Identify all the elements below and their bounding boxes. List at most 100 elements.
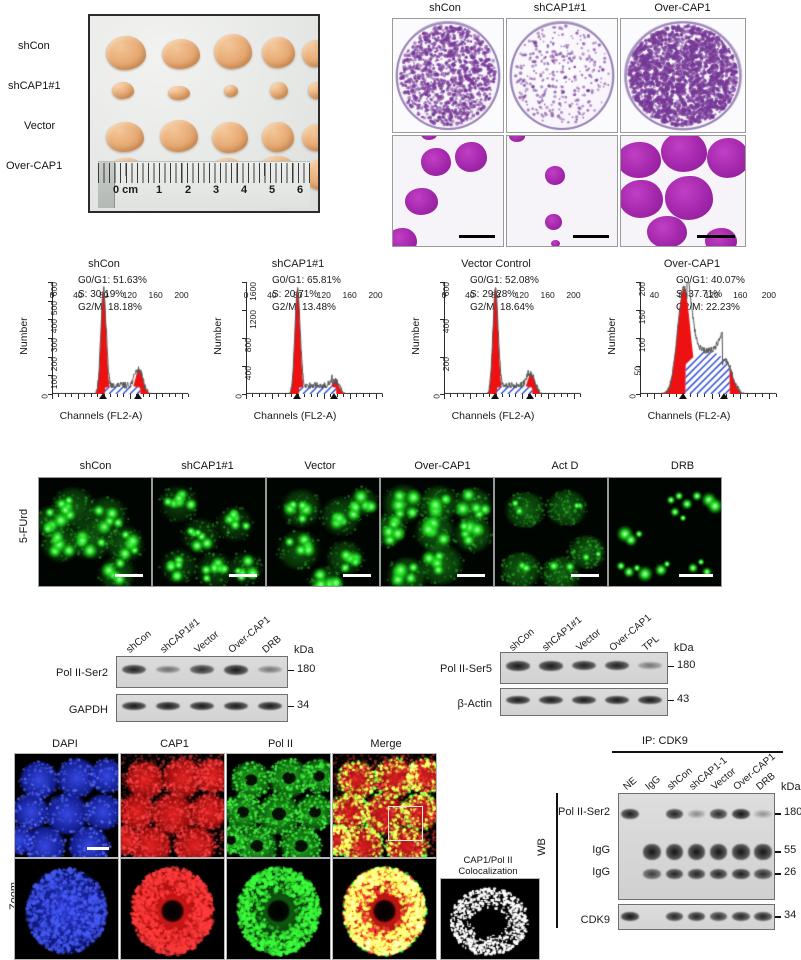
roi-box xyxy=(388,806,423,841)
mw-label: 34 xyxy=(297,698,310,711)
gate-marker-g1 xyxy=(678,393,687,399)
fluorescence-canvas xyxy=(121,754,224,857)
furd-image-vector xyxy=(266,477,380,587)
x-tick-minor xyxy=(450,394,452,397)
flow-title: shCon xyxy=(88,258,120,270)
blot-band xyxy=(505,660,530,671)
fluorescence-canvas xyxy=(227,859,330,959)
scale-bar xyxy=(571,574,599,577)
furd-col-label-5: DRB xyxy=(670,460,695,472)
x-tick-minor xyxy=(90,394,92,397)
mw-label: 180 xyxy=(677,658,696,671)
x-tick-minor xyxy=(697,394,699,397)
x-tick-minor xyxy=(64,394,66,397)
furd-col-label-2: Vector xyxy=(304,460,336,472)
fluorescence-canvas xyxy=(333,754,436,857)
colony-blob xyxy=(707,138,745,178)
blot-band xyxy=(121,664,147,675)
scale-bar xyxy=(573,235,609,238)
x-tick-minor xyxy=(116,394,118,397)
gate-marker-g1 xyxy=(292,393,301,399)
y-tick xyxy=(48,319,52,321)
scale-bar xyxy=(679,574,713,577)
y-tick-label: 0 xyxy=(39,394,50,399)
blot-band xyxy=(687,810,706,818)
flow-plot: 04008001200160004080120160200 xyxy=(234,282,383,399)
x-tick-major xyxy=(444,394,445,399)
x-tick-major xyxy=(547,394,549,399)
x-tick-minor xyxy=(369,394,371,397)
x-tick-major xyxy=(768,394,770,399)
ip-underline xyxy=(612,751,783,753)
blot-band xyxy=(709,844,728,860)
flow-title: Vector Control xyxy=(461,258,531,270)
tumor-row-label-3: Over-CAP1 xyxy=(6,160,63,172)
x-tick-minor xyxy=(675,394,677,397)
coloc-col-label-2: Pol II xyxy=(267,738,294,750)
y-tick xyxy=(440,394,444,395)
blot-lane-label: TPL xyxy=(640,633,662,654)
gate-marker-g2 xyxy=(720,393,729,399)
blot-band xyxy=(572,695,596,705)
y-tick xyxy=(440,356,444,358)
x-tick-minor xyxy=(541,394,543,397)
mw-label: 180 xyxy=(297,662,316,675)
fluorescence-canvas xyxy=(333,859,436,959)
colony-speckles xyxy=(393,19,503,132)
x-tick-minor xyxy=(463,394,465,397)
colony-blob xyxy=(421,136,437,140)
x-tick-major xyxy=(246,394,247,399)
x-tick-minor xyxy=(362,394,364,397)
blot-band xyxy=(709,911,728,921)
x-tick-minor xyxy=(149,394,151,397)
x-tick-minor xyxy=(304,394,306,397)
mw-label: 34 xyxy=(784,909,797,921)
furd-col-label-3: Over-CAP1 xyxy=(414,460,471,472)
fluorescence-canvas xyxy=(15,754,118,857)
ruler-tick-3: 3 xyxy=(213,184,220,196)
blot-band xyxy=(731,844,750,860)
colony-blob xyxy=(509,136,525,142)
blot-strip xyxy=(618,904,775,930)
coloc-cap1-top xyxy=(120,753,225,858)
x-tick-minor xyxy=(110,394,112,397)
tumor-specimen xyxy=(308,82,318,99)
y-tick-label: 0 xyxy=(233,394,244,399)
x-tick-major xyxy=(349,394,351,399)
blot-band xyxy=(538,660,563,671)
furd-image-shcon xyxy=(38,477,152,587)
ip-title: IP: CDK9 xyxy=(642,735,688,747)
coloc-polii-zoom xyxy=(226,858,331,960)
colony-blob xyxy=(551,240,560,246)
blot-band xyxy=(665,808,684,820)
x-tick-minor xyxy=(291,394,293,397)
y-tick xyxy=(636,282,640,283)
x-tick-minor xyxy=(554,394,556,397)
x-tick-minor xyxy=(252,394,254,397)
y-axis xyxy=(444,282,445,394)
flow-y-axis-label: Number xyxy=(410,317,422,355)
tumor-specimen xyxy=(106,36,146,70)
wb-label: WB xyxy=(536,838,548,856)
furd-col-label-0: shCon xyxy=(79,460,112,472)
blot-band xyxy=(605,695,630,705)
x-tick-minor xyxy=(343,394,345,397)
coloc-binary-image xyxy=(440,878,540,960)
coloc-title-line2: Colocalization xyxy=(458,866,518,877)
x-tick-minor xyxy=(690,394,692,397)
y-tick xyxy=(636,310,640,311)
x-tick-minor xyxy=(761,394,763,397)
x-tick-minor xyxy=(175,394,177,397)
flow-stat-0: G0/G1: 40.07% xyxy=(676,275,745,286)
x-tick-major xyxy=(129,394,131,399)
blot-band xyxy=(638,695,663,705)
blot-strip xyxy=(500,688,668,716)
blot-band xyxy=(643,844,662,860)
x-tick-label: 0 xyxy=(441,290,447,300)
flow-x-axis-label: Channels (FL2-A) xyxy=(253,410,337,422)
y-tick xyxy=(636,394,640,395)
colony-blob xyxy=(545,214,562,230)
coloc-merge-zoom xyxy=(332,858,437,960)
x-tick-minor xyxy=(58,394,60,397)
